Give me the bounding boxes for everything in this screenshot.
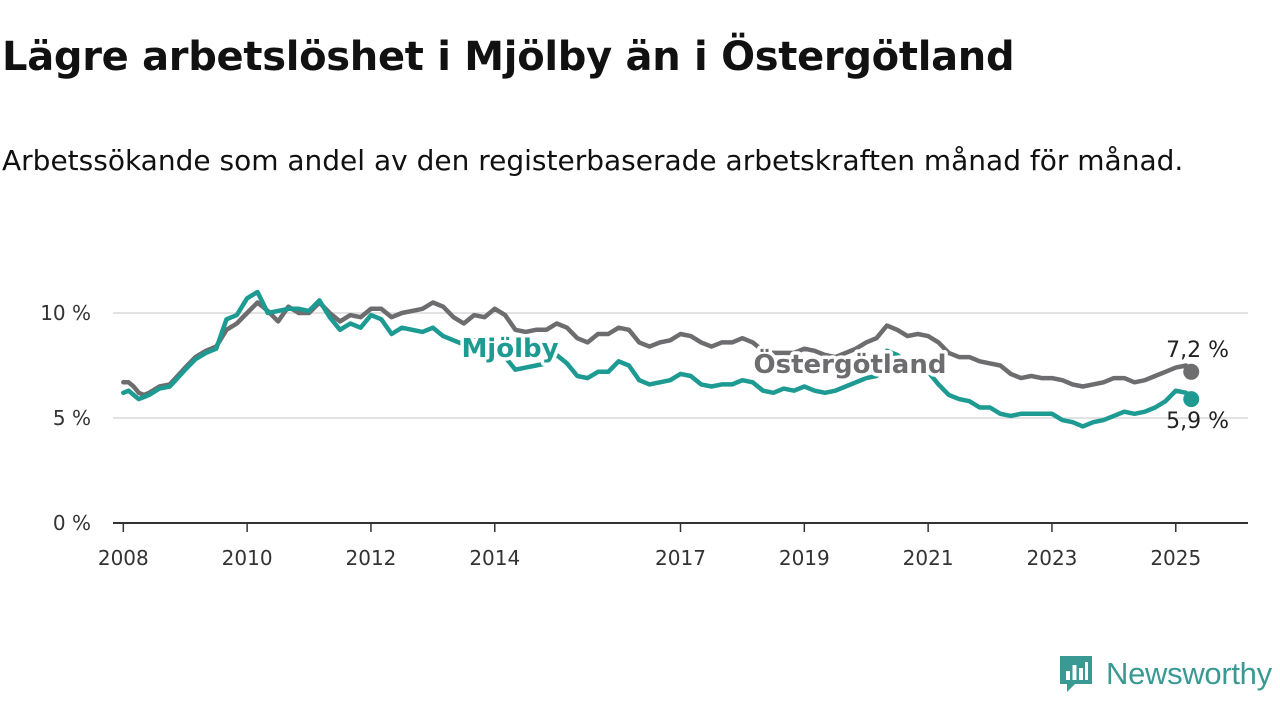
series-line-mjolby bbox=[121, 289, 1194, 429]
series-label-ostergotland: Östergötland bbox=[754, 347, 947, 380]
x-tick-label: 2019 bbox=[779, 546, 830, 570]
x-tick-label: 2008 bbox=[98, 546, 149, 570]
newsworthy-logo-icon bbox=[1060, 656, 1092, 692]
y-tick-label: 5 % bbox=[53, 406, 91, 430]
series-label-mjolby: Mjölby bbox=[461, 334, 558, 364]
x-tick-label: 2025 bbox=[1150, 546, 1201, 570]
brand-name: Newsworthy bbox=[1106, 656, 1272, 691]
x-tick-label: 2021 bbox=[903, 546, 954, 570]
grid-lines bbox=[113, 312, 1248, 419]
x-tick-label: 2012 bbox=[346, 546, 397, 570]
series-lines bbox=[121, 289, 1200, 429]
x-tick-label: 2014 bbox=[469, 546, 520, 570]
end-value-label-mjolby: 5,9 % bbox=[1166, 409, 1229, 434]
newsworthy-logo: Newsworthy bbox=[1058, 654, 1272, 694]
axes: 0 % 5 % 10 % 2008 2010 2012 2014 2017 2019 2021 20… bbox=[40, 301, 1248, 570]
chart-subtitle: Arbetssökande som andel av den registerb… bbox=[2, 144, 1184, 177]
x-tick-label: 2017 bbox=[655, 546, 706, 570]
x-tick-label: 2023 bbox=[1027, 546, 1078, 570]
y-tick-label: 10 % bbox=[40, 301, 91, 325]
x-tick-label: 2010 bbox=[222, 546, 273, 570]
chart-title: Lägre arbetslöshet i Mjölby än i Östergö… bbox=[2, 34, 1015, 80]
labels: Östergötland Mjölby 7,2 % 5,9 % bbox=[458, 331, 1229, 435]
end-value-label-ostergotland: 7,2 % bbox=[1166, 338, 1229, 363]
y-tick-label: 0 % bbox=[53, 511, 91, 535]
series-end-point bbox=[1183, 391, 1200, 408]
series-end-point bbox=[1183, 363, 1200, 380]
line-chart: 0 % 5 % 10 % 2008 2010 2012 2014 2017 2019 2021 20… bbox=[40, 289, 1248, 570]
